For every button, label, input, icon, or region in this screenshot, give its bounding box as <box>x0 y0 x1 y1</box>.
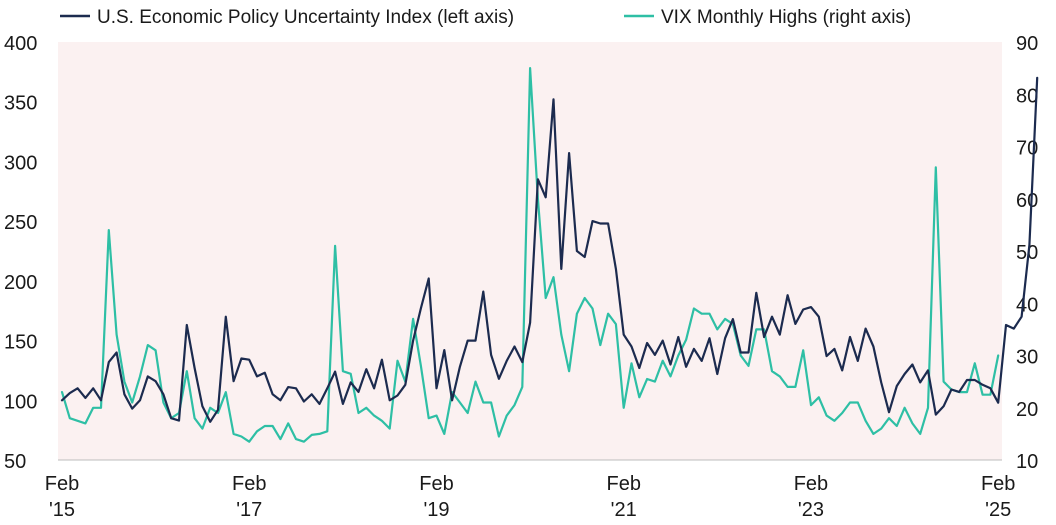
x-tick-label-month: Feb <box>794 473 828 495</box>
y-right-tick-label: 20 <box>1016 399 1038 421</box>
y-right-tick-label: 50 <box>1016 242 1038 264</box>
x-tick-label-year: '19 <box>423 499 449 521</box>
legend: U.S. Economic Policy Uncertainty Index (… <box>60 7 911 28</box>
series-line-epu <box>60 76 1039 423</box>
x-tick-label-month: Feb <box>45 473 79 495</box>
y-left-tick-label: 300 <box>4 152 37 174</box>
y-right-tick-label: 40 <box>1016 294 1038 316</box>
series-line-vix <box>60 66 1000 443</box>
y-left-tick-label: 250 <box>4 212 37 234</box>
x-tick-label-month: Feb <box>232 473 266 495</box>
y-right-tick-label: 30 <box>1016 347 1038 369</box>
x-tick-label-year: '23 <box>798 499 824 521</box>
axes: 5010015020025030035040010203040506070809… <box>4 33 1038 521</box>
x-tick-label-year: '15 <box>49 499 75 521</box>
y-right-tick-label: 10 <box>1016 451 1038 473</box>
y-left-tick-label: 400 <box>4 33 37 55</box>
y-left-tick-label: 150 <box>4 332 37 354</box>
y-right-tick-label: 90 <box>1016 33 1038 55</box>
y-left-tick-label: 50 <box>4 451 26 473</box>
series-group <box>60 66 1039 443</box>
x-tick-label-month: Feb <box>419 473 453 495</box>
y-left-tick-label: 200 <box>4 272 37 294</box>
x-tick-label-month: Feb <box>606 473 640 495</box>
y-left-tick-label: 100 <box>4 391 37 413</box>
x-tick-label-year: '17 <box>236 499 262 521</box>
x-tick-label-month: Feb <box>981 473 1015 495</box>
x-tick-label-year: '25 <box>985 499 1011 521</box>
legend-label-vix: VIX Monthly Highs (right axis) <box>661 7 911 28</box>
y-right-tick-label: 80 <box>1016 85 1038 107</box>
legend-label-epu: U.S. Economic Policy Uncertainty Index (… <box>97 7 514 28</box>
y-left-tick-label: 350 <box>4 93 37 115</box>
x-tick-label-year: '21 <box>611 499 637 521</box>
y-right-tick-label: 60 <box>1016 190 1038 212</box>
